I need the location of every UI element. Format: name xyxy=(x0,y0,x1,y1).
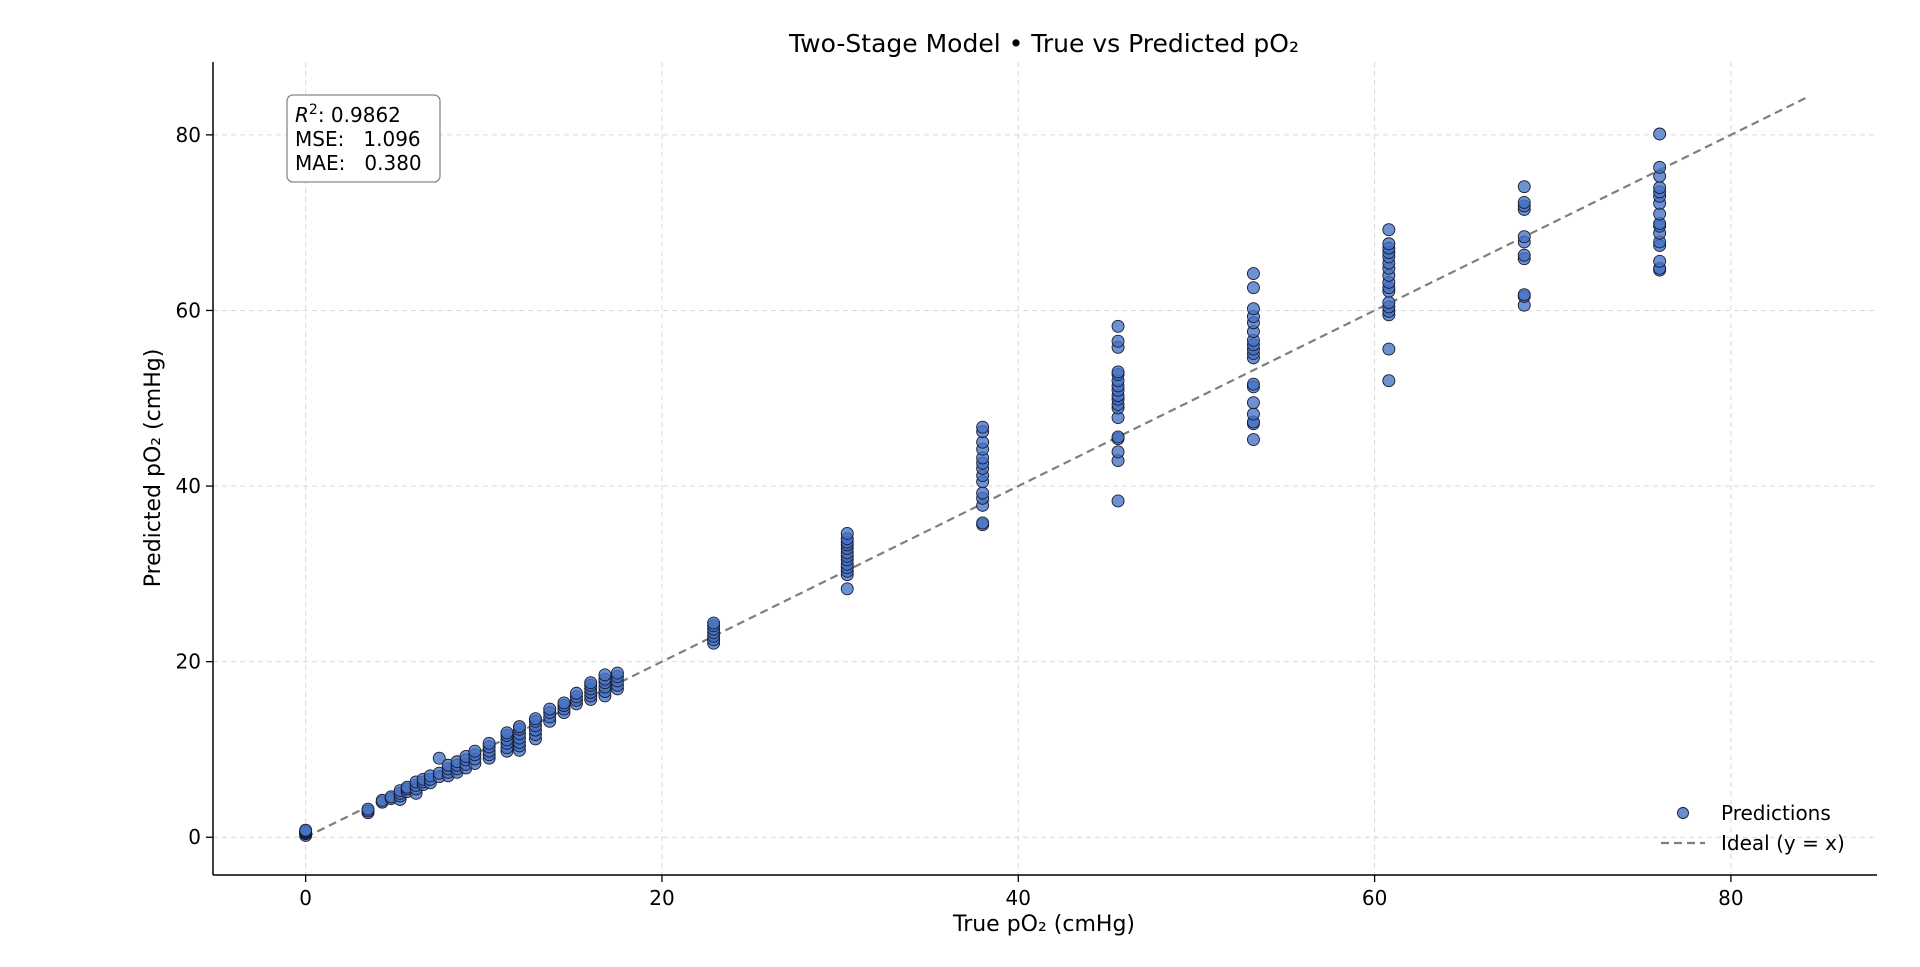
y-tick-label: 20 xyxy=(176,650,201,674)
x-tick-label: 0 xyxy=(299,886,312,910)
prediction-point xyxy=(976,486,990,500)
prediction-point xyxy=(1653,160,1667,174)
prediction-point xyxy=(1111,445,1125,459)
prediction-point xyxy=(598,668,612,682)
prediction-point xyxy=(1653,254,1667,268)
legend-label-ideal: Ideal (y = x) xyxy=(1721,831,1845,855)
y-tick-label: 0 xyxy=(188,825,201,849)
prediction-point xyxy=(1382,237,1396,251)
x-tick-label: 80 xyxy=(1718,886,1743,910)
legend: Predictions Ideal (y = x) xyxy=(1661,801,1845,855)
stat-r2-value: : 0.9862 xyxy=(318,103,401,127)
prediction-point xyxy=(707,616,721,630)
prediction-point xyxy=(976,420,990,434)
prediction-point xyxy=(1111,319,1125,333)
prediction-point xyxy=(1246,396,1260,410)
prediction-point xyxy=(1517,196,1531,209)
prediction-point xyxy=(610,666,624,680)
prediction-point xyxy=(976,516,990,530)
stat-r2: R2: 0.9862 xyxy=(295,102,401,127)
prediction-point xyxy=(512,720,526,734)
prediction-point xyxy=(1653,181,1667,194)
prediction-point xyxy=(1246,377,1260,391)
prediction-point xyxy=(1517,180,1531,194)
prediction-point xyxy=(840,582,854,596)
stat-r2-exponent: 2 xyxy=(309,102,318,118)
prediction-point xyxy=(1111,494,1125,508)
prediction-point xyxy=(299,823,313,837)
prediction-point xyxy=(468,744,482,758)
y-tick-label: 40 xyxy=(176,474,201,498)
prediction-point xyxy=(1111,334,1125,348)
stat-mse: MSE: 1.096 xyxy=(295,127,421,151)
legend-label-predictions: Predictions xyxy=(1721,801,1831,825)
prediction-point xyxy=(1382,223,1396,237)
stats-box-frame xyxy=(286,94,441,183)
y-tick-label: 60 xyxy=(176,298,201,322)
prediction-point xyxy=(840,527,854,540)
prediction-point xyxy=(1246,433,1260,446)
x-axis-label: True pO₂ (cmHg) xyxy=(952,912,1135,937)
prediction-point xyxy=(543,702,557,716)
prediction-point xyxy=(1246,267,1260,281)
prediction-point xyxy=(1246,407,1260,421)
x-tick-label: 20 xyxy=(649,886,674,910)
legend-marker-predictions xyxy=(1677,807,1689,819)
prediction-point xyxy=(1382,296,1396,310)
prediction-point xyxy=(557,696,571,710)
y-tick-label: 80 xyxy=(176,123,201,147)
prediction-point xyxy=(1246,302,1260,316)
prediction-point xyxy=(529,712,542,726)
x-tick-label: 60 xyxy=(1362,886,1387,910)
prediction-point xyxy=(500,726,514,740)
prediction-point xyxy=(584,676,598,690)
y-axis-label: Predicted pO₂ (cmHg) xyxy=(141,349,166,588)
prediction-point xyxy=(569,686,583,700)
x-tick-label: 40 xyxy=(1006,886,1031,910)
prediction-point xyxy=(1382,342,1396,356)
prediction-point xyxy=(1111,430,1125,444)
prediction-point xyxy=(1517,230,1531,244)
prediction-point xyxy=(361,802,375,816)
axis-ticks: 0 20 40 60 80 0 20 40 60 80 xyxy=(176,123,1744,910)
prediction-point xyxy=(1517,248,1531,262)
prediction-point xyxy=(1111,365,1125,379)
chart-title: Two-Stage Model • True vs Predicted pO₂ xyxy=(788,29,1299,58)
prediction-point xyxy=(1517,288,1531,302)
stats-box: R2: 0.9862 MSE: 1.096 MAE: 0.380 xyxy=(286,94,441,183)
stat-r2-label: R xyxy=(295,103,309,127)
prediction-point xyxy=(482,736,496,750)
prediction-point xyxy=(432,751,446,765)
grid-lines xyxy=(213,62,1877,875)
prediction-point xyxy=(1382,374,1396,388)
prediction-point xyxy=(1653,127,1667,141)
stat-mae: MAE: 0.380 xyxy=(295,151,422,175)
prediction-point xyxy=(1246,281,1260,295)
prediction-points xyxy=(299,127,1667,842)
